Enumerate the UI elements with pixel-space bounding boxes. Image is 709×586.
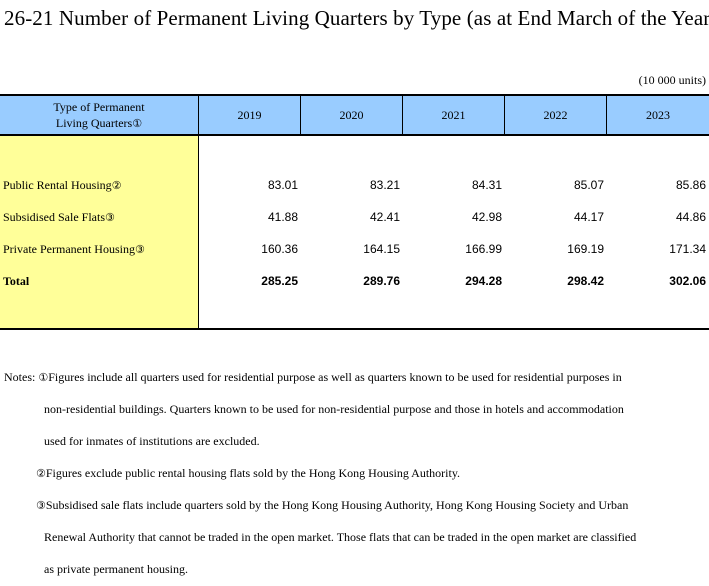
row-label-column	[0, 136, 198, 328]
note-1-line-3: used for inmates of institutions are exc…	[44, 434, 260, 448]
note-1-line-2: non-residential buildings. Quarters know…	[44, 402, 624, 416]
table-cell: 171.34	[669, 242, 706, 256]
header-year-2019: 2019	[237, 107, 262, 122]
row-label-private-permanent: Private Permanent Housing③	[3, 242, 145, 256]
table-cell: 83.01	[267, 178, 298, 192]
header-year-2021: 2021	[441, 107, 466, 122]
table-cell-total: 298.42	[567, 274, 604, 288]
table-bottom-border	[0, 328, 709, 330]
table-cell: 85.07	[573, 178, 604, 192]
table-cell-total: 294.28	[465, 274, 502, 288]
row-label-subsidised-sale: Subsidised Sale Flats③	[3, 210, 115, 224]
table-cell: 85.86	[675, 178, 706, 192]
table-cell: 42.98	[471, 210, 502, 224]
page-title: 26-21 Number of Permanent Living Quarter…	[4, 6, 709, 30]
table-cell: 44.17	[573, 210, 604, 224]
note-2-line-1: ②Figures exclude public rental housing f…	[36, 466, 461, 480]
note-1-marker: ①	[132, 116, 143, 130]
table-cell: 169.19	[567, 242, 604, 256]
header-year-2022: 2022	[543, 107, 568, 122]
table-cell: 42.41	[369, 210, 400, 224]
header-type-cell: Type of Permanent Living Quarters①	[0, 96, 198, 134]
header-year-2020: 2020	[339, 107, 364, 122]
header-type-line1: Type of Permanent	[53, 99, 145, 114]
column-divider	[606, 94, 607, 136]
table-cell: 83.21	[369, 178, 400, 192]
header-type-line2: Living Quarters	[55, 115, 133, 130]
table-cell: 44.86	[675, 210, 706, 224]
column-divider	[402, 94, 403, 136]
row-label-public-rental: Public Rental Housing②	[3, 178, 122, 192]
table-cell: 166.99	[465, 242, 502, 256]
unit-label: (10 000 units)	[638, 73, 706, 87]
data-table: Type of Permanent Living Quarters① 2019 …	[0, 94, 709, 330]
table-cell-total: 289.76	[363, 274, 400, 288]
column-divider	[300, 94, 301, 136]
table-header	[0, 94, 709, 136]
table-cell-total: 302.06	[669, 274, 706, 288]
table-cell: 84.31	[471, 178, 502, 192]
header-year-2023: 2023	[646, 107, 670, 122]
note-3-line-3: as private permanent housing.	[44, 562, 188, 576]
note-1-line-1: Notes: ①Figures include all quarters use…	[4, 370, 622, 384]
column-divider	[198, 94, 199, 330]
note-3-line-2: Renewal Authority that cannot be traded …	[44, 530, 637, 544]
table-cell: 164.15	[363, 242, 400, 256]
table-cell: 41.88	[267, 210, 298, 224]
table-cell-total: 285.25	[261, 274, 298, 288]
note-3-line-1: ③Subsidised sale flats include quarters …	[36, 498, 629, 512]
column-divider	[504, 94, 505, 136]
row-label-total: Total	[3, 274, 30, 288]
table-cell: 160.36	[261, 242, 298, 256]
